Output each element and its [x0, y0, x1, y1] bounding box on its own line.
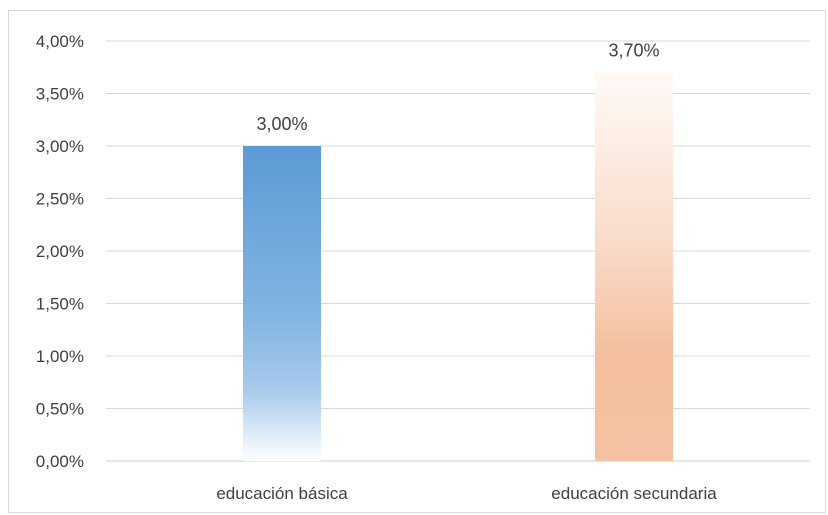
y-tick-label: 2,50%: [36, 190, 84, 209]
data-labels: 3,00% 3,70%: [256, 41, 659, 135]
y-tick-label: 1,00%: [36, 347, 84, 366]
bar-2: [595, 72, 673, 461]
bars: [243, 72, 673, 461]
y-tick-label: 0,00%: [36, 452, 84, 471]
y-tick-label: 4,00%: [36, 32, 84, 51]
category-label: educación secundaria: [551, 484, 717, 503]
data-label: 3,70%: [608, 41, 659, 61]
y-tick-label: 3,50%: [36, 85, 84, 104]
data-label: 3,00%: [256, 114, 307, 134]
category-label: educación básica: [216, 484, 348, 503]
x-axis-category-labels: educación básica educación secundaria: [216, 484, 717, 503]
y-axis-tick-labels: 0,00% 0,50% 1,00% 1,50% 2,00% 2,50% 3,00% 3,50%…: [36, 32, 84, 471]
y-tick-label: 1,50%: [36, 295, 84, 314]
gridlines: [106, 40, 810, 462]
y-tick-label: 2,00%: [36, 242, 84, 261]
bar-1: [243, 146, 321, 461]
y-tick-label: 3,00%: [36, 137, 84, 156]
y-tick-label: 0,50%: [36, 400, 84, 419]
